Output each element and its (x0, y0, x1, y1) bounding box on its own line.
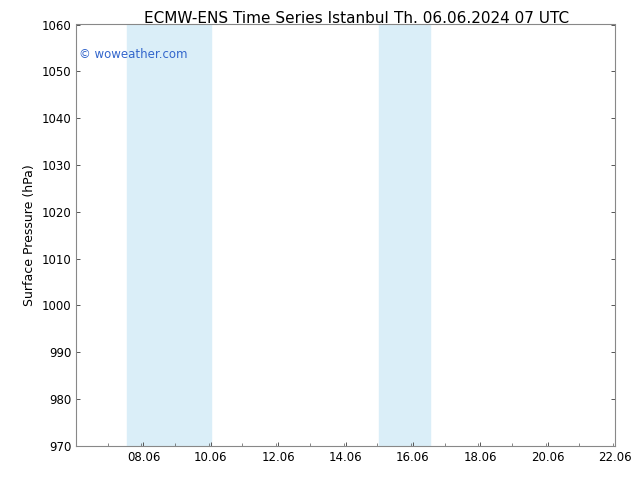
Bar (127, 24, 210, 446)
Text: Th. 06.06.2024 07 UTC: Th. 06.06.2024 07 UTC (394, 11, 569, 26)
Y-axis label: Surface Pressure (hPa): Surface Pressure (hPa) (23, 164, 36, 306)
Bar (379, 24, 430, 446)
Text: ECMW-ENS Time Series Istanbul: ECMW-ENS Time Series Istanbul (144, 11, 389, 26)
Text: © woweather.com: © woweather.com (79, 48, 188, 61)
